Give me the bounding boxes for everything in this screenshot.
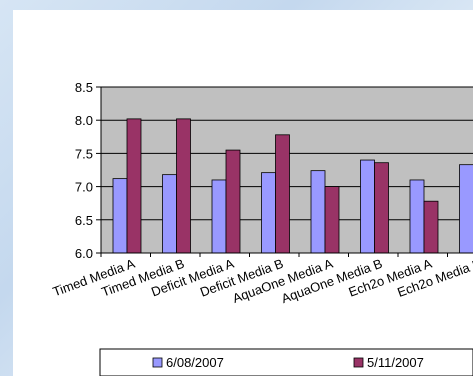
bar-series2-7 <box>423 200 439 254</box>
y-tick-label: 7.5 <box>75 146 93 161</box>
bar-series1-8 <box>459 164 473 254</box>
bar-series2-1 <box>126 118 142 254</box>
bar-series2-2 <box>176 118 191 254</box>
bar-series1-2 <box>162 174 177 254</box>
bar-series1-1 <box>112 178 128 254</box>
bar-series2-5 <box>324 186 340 254</box>
bar-series1-3 <box>211 179 227 254</box>
y-tick-label: 8.0 <box>75 113 93 128</box>
legend-swatch <box>152 357 163 368</box>
y-tick-label: 7.0 <box>75 180 93 195</box>
bar-series1-6 <box>360 159 375 254</box>
bar-series2-6 <box>374 162 389 254</box>
legend-swatch <box>353 357 364 368</box>
bar-series1-4 <box>261 172 276 254</box>
bar-series1-5 <box>310 170 326 254</box>
bar-series2-4 <box>275 134 290 254</box>
y-tick-label: 6.0 <box>75 246 93 261</box>
bar-series1-7 <box>409 179 425 254</box>
legend-label: 5/11/2007 <box>367 355 424 370</box>
y-tick-label: 6.5 <box>75 213 93 228</box>
legend-label: 6/08/2007 <box>166 355 224 370</box>
y-tick-label: 8.5 <box>75 80 93 95</box>
bar-series2-3 <box>225 149 241 254</box>
